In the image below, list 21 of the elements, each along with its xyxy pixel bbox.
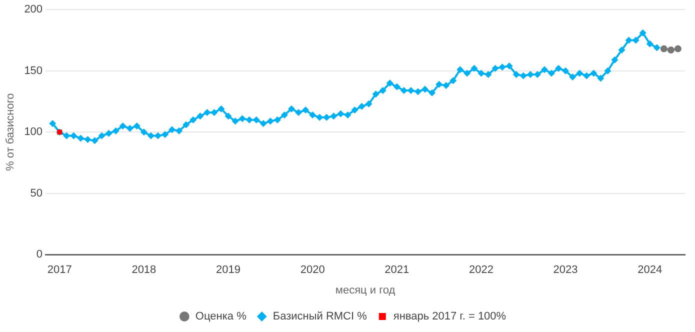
x-axis-title: месяц и год bbox=[335, 284, 396, 296]
x-tick-label: 2023 bbox=[553, 264, 578, 276]
x-tick-label: 2019 bbox=[216, 264, 240, 276]
point bbox=[674, 45, 682, 52]
point bbox=[667, 46, 674, 54]
x-tick-label: 2024 bbox=[638, 264, 662, 276]
y-tick-label: 100 bbox=[24, 126, 43, 138]
y-axis-title: % от базисного bbox=[4, 93, 17, 171]
y-tick-label: 200 bbox=[24, 4, 43, 16]
y-tick-label: 0 bbox=[36, 248, 43, 261]
legend-label: Оценка % bbox=[195, 310, 247, 323]
legend-label: Базисный RMCI % bbox=[272, 310, 368, 323]
x-tick-label: 2020 bbox=[300, 264, 325, 276]
y-tick-label: 150 bbox=[24, 64, 43, 77]
x-tick-label: 2018 bbox=[132, 264, 156, 276]
y-tick-label: 50 bbox=[30, 187, 43, 200]
point bbox=[660, 45, 668, 52]
legend-label: январь 2017 г. = 100% bbox=[393, 310, 506, 323]
x-tick-label: 2017 bbox=[47, 264, 72, 276]
x-tick-label: 2022 bbox=[468, 264, 494, 276]
x-tick-label: 2021 bbox=[384, 264, 410, 276]
